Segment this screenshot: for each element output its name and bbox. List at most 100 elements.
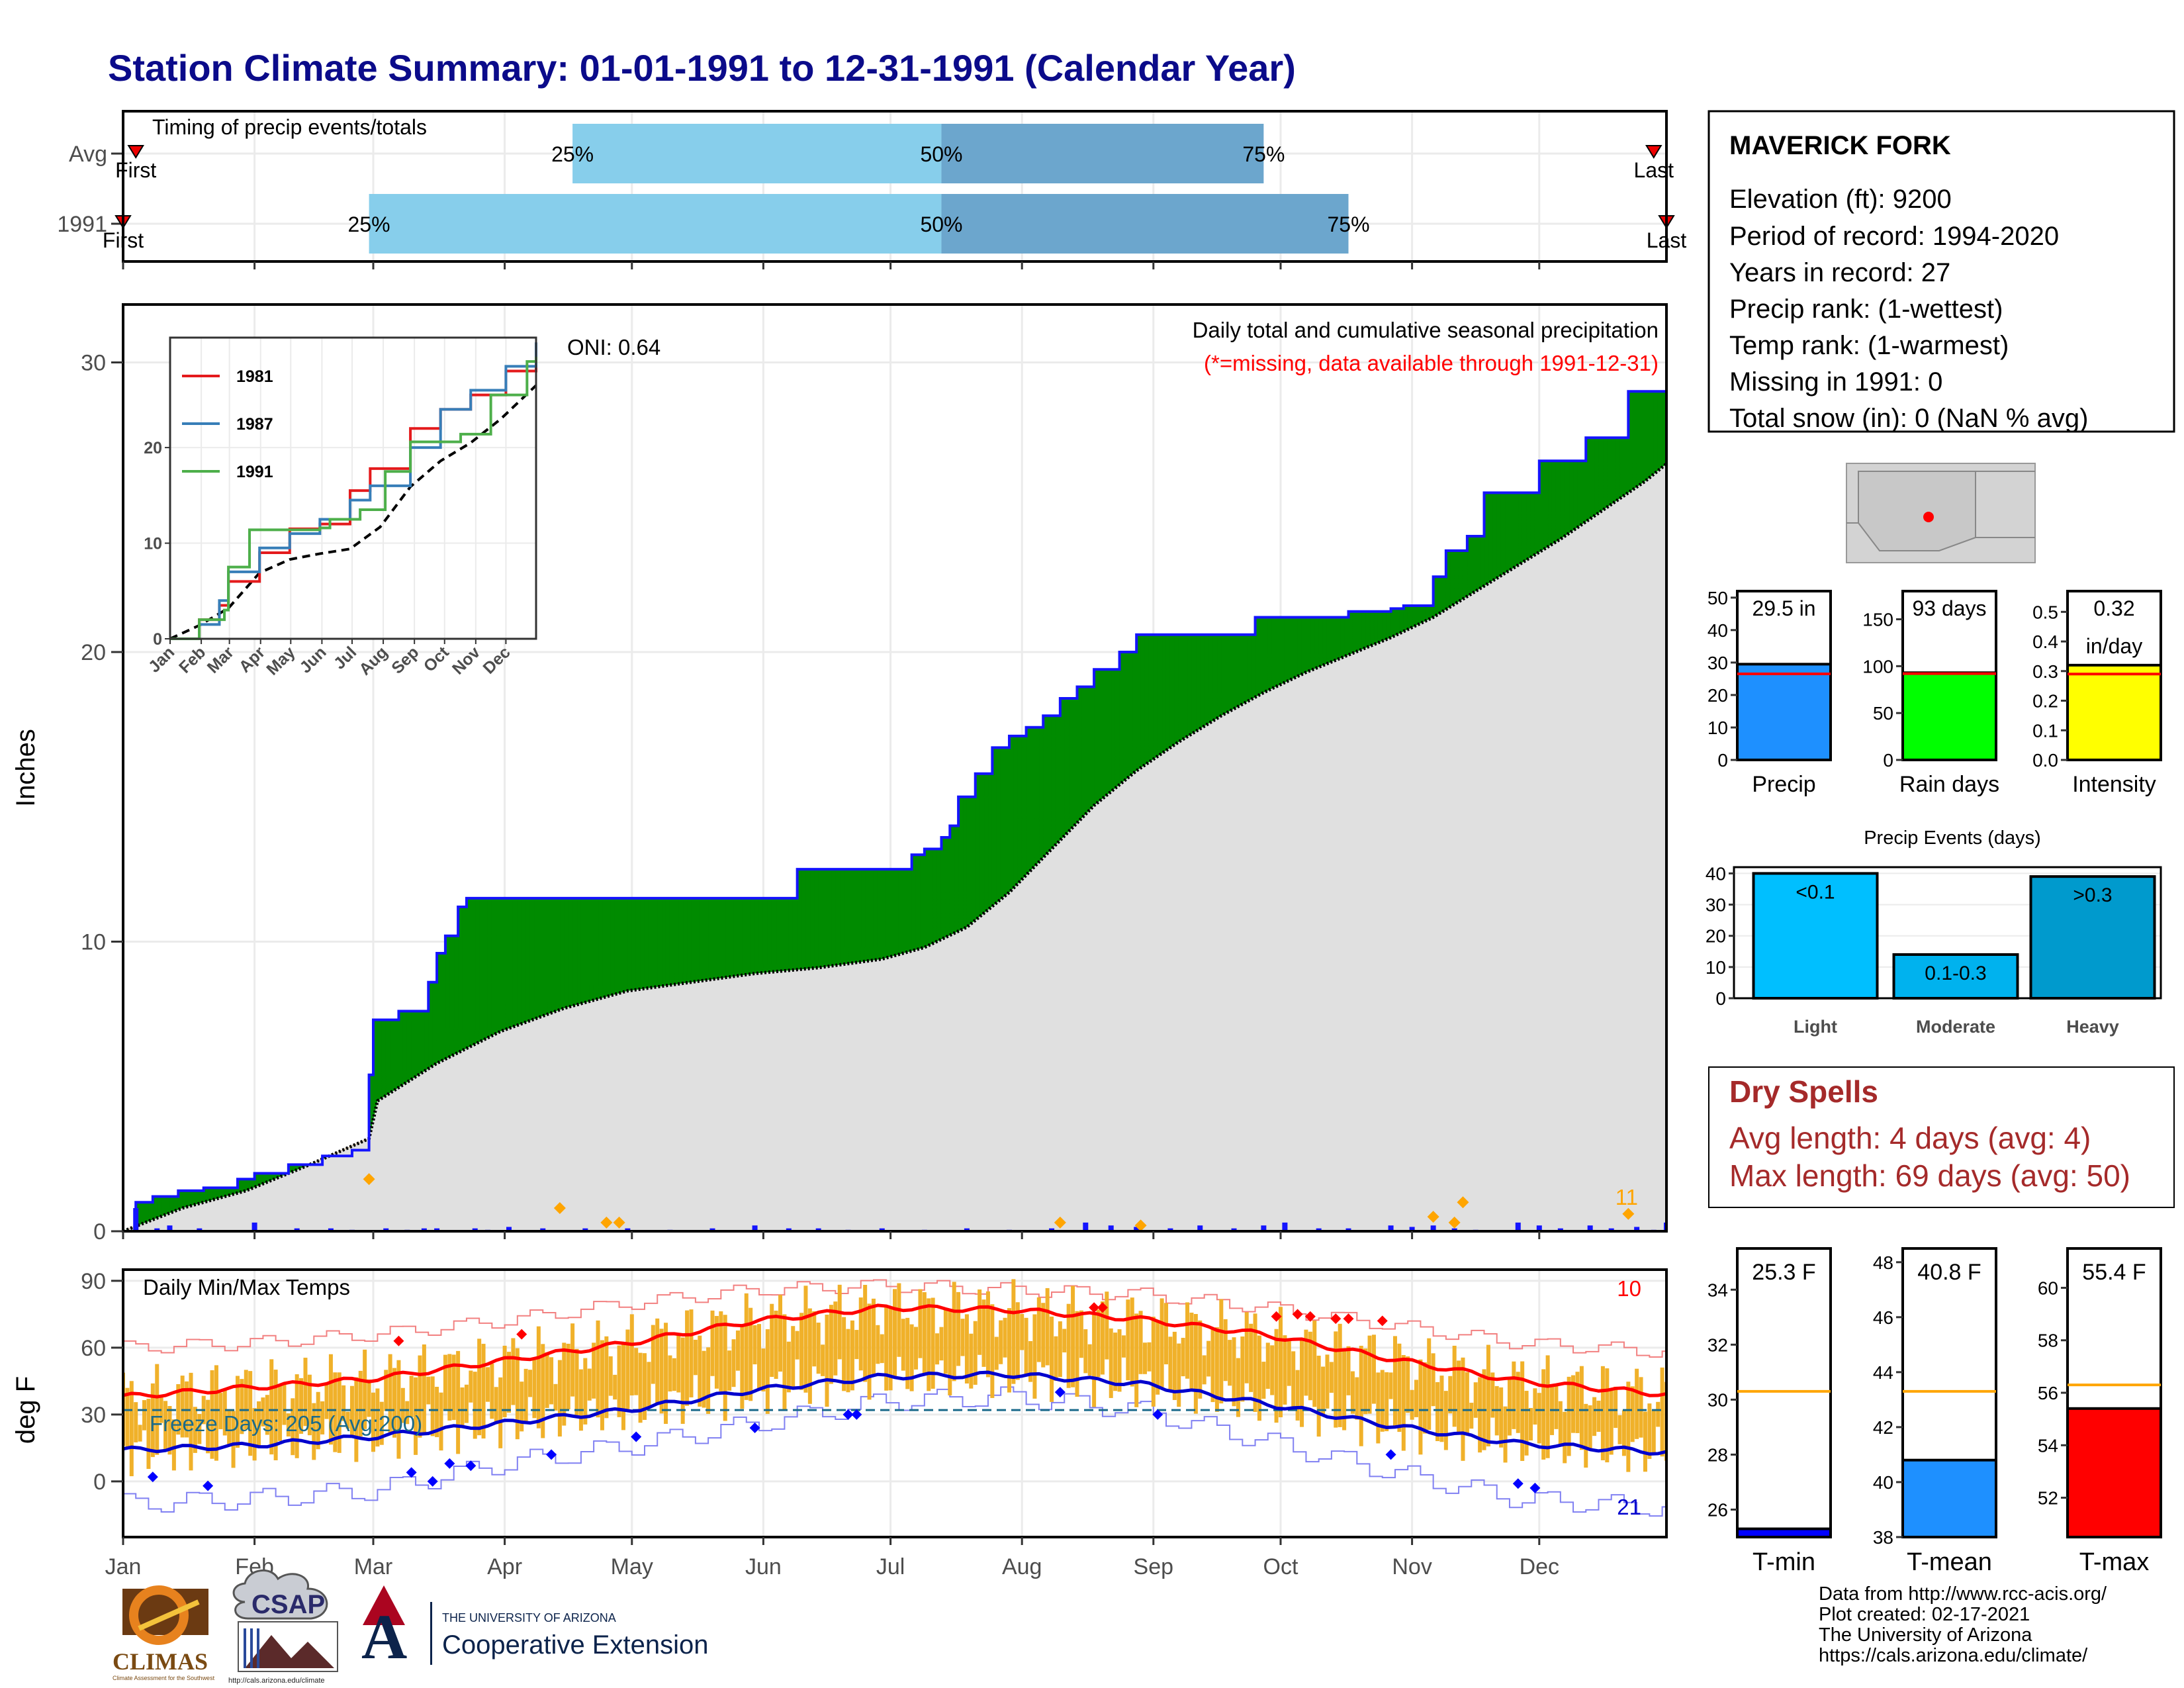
record-high-marker: [1271, 1311, 1282, 1322]
daily-temp-bar: [210, 1370, 214, 1459]
daily-temp-bar: [244, 1370, 248, 1430]
timing-row-label: Avg: [69, 142, 107, 167]
daily-temp-bar: [345, 1411, 350, 1429]
record-high-marker: [1097, 1302, 1108, 1313]
events-title: Precip Events (days): [1864, 827, 2041, 849]
ua-block-a: A: [361, 1601, 407, 1672]
daily-temp-bar: [1406, 1356, 1410, 1413]
daily-temp-bar: [1363, 1348, 1368, 1415]
daily-temp-bar: [1113, 1333, 1118, 1391]
daily-temp-bar: [515, 1348, 520, 1440]
temp-gauge-frame: [1736, 1247, 1832, 1538]
daily-temp-bar: [850, 1320, 854, 1391]
daily-temp-bar: [303, 1358, 308, 1427]
precip-event-marker: [600, 1216, 613, 1229]
daily-temp-bar: [414, 1377, 418, 1455]
daily-temp-bar: [922, 1292, 927, 1374]
daily-temp-bar: [384, 1370, 388, 1411]
daily-temp-bar: [1274, 1329, 1279, 1423]
record-low-marker: [1152, 1409, 1163, 1420]
daily-temp-bar: [756, 1324, 761, 1388]
quartile-label: 50%: [920, 142, 962, 166]
daily-temp-bar: [1346, 1346, 1351, 1395]
daily-temp-bar: [388, 1354, 392, 1433]
daily-temp-bar: [1443, 1391, 1448, 1450]
daily-temp-bar: [1020, 1314, 1024, 1350]
inset-frame: [169, 336, 537, 640]
daily-precip-bar: [1451, 1228, 1457, 1231]
daily-temp-bar: [735, 1330, 740, 1371]
daily-temp-bar: [1261, 1362, 1266, 1399]
daily-temp-bar: [193, 1407, 197, 1453]
event-bar-label: >0.3: [2073, 884, 2112, 906]
daily-temp-bar: [1614, 1386, 1618, 1429]
daily-temp-bar: [706, 1347, 711, 1414]
daily-temp-bar: [142, 1400, 147, 1430]
daily-temp-bar: [960, 1319, 965, 1356]
daily-temp-bar: [1431, 1353, 1435, 1407]
daily-temp-bar: [295, 1374, 299, 1458]
daily-precip-bar: [1108, 1225, 1114, 1231]
y-tick-label: 60: [81, 1336, 106, 1361]
daily-temp-bar: [1172, 1331, 1177, 1400]
daily-temp-bar: [447, 1354, 452, 1421]
daily-temp-bar: [1198, 1320, 1203, 1399]
daily-temp-bar: [1558, 1401, 1563, 1447]
gauge-name: Rain days: [1899, 772, 1999, 797]
timing-title: Timing of precip events/totals: [152, 115, 427, 139]
daily-temp-bar: [592, 1342, 596, 1399]
daily-temp-bar: [227, 1410, 232, 1447]
daily-temp-bar: [464, 1384, 469, 1423]
month-label: Apr: [487, 1554, 522, 1579]
precip-event-marker: [553, 1202, 566, 1214]
daily-temp-bar: [536, 1326, 541, 1429]
y-tick-label: 90: [81, 1269, 106, 1294]
daily-temp-bar: [354, 1377, 359, 1462]
daily-precip-bar: [540, 1228, 546, 1231]
daily-temp-bar: [1507, 1377, 1512, 1436]
freeze-days-label: Freeze Days: 205 (Avg:200): [150, 1411, 422, 1436]
daily-temp-bar: [943, 1309, 948, 1374]
daily-temp-bar: [617, 1345, 621, 1417]
daily-temp-bar: [409, 1376, 414, 1417]
daily-temp-bar: [1567, 1376, 1571, 1456]
temp-gauge-tick-label: 58: [2038, 1331, 2058, 1351]
daily-temp-bar: [1588, 1405, 1592, 1450]
daily-temp-bar: [948, 1311, 952, 1395]
daily-temp-bar: [541, 1344, 545, 1438]
daily-temp-bar: [744, 1293, 749, 1400]
month-label: Jun: [745, 1554, 782, 1579]
daily-temp-bar: [1312, 1320, 1317, 1407]
daily-temp-bar: [197, 1414, 202, 1444]
daily-temp-bar: [532, 1359, 537, 1419]
daily-temp-bar: [523, 1368, 528, 1425]
daily-temp-bar: [1105, 1291, 1109, 1360]
credits: Data from http://www.rcc-acis.org/ Plot …: [1819, 1583, 2107, 1666]
daily-temp-bar: [1092, 1312, 1097, 1407]
record-low-marker: [1512, 1478, 1524, 1489]
station-locator-map: [1846, 463, 2036, 563]
record-low-marker: [465, 1460, 477, 1472]
temp-gauge-tick-label: 54: [2038, 1435, 2058, 1456]
daily-temp-bar: [680, 1337, 685, 1424]
precip-events-chart: <0.1 Light 0.1-0.3 Moderate >0.3 Heavy 0 10 20 30…: [1706, 827, 2162, 1037]
daily-precip-bar: [879, 1228, 885, 1231]
gauge-value-unit: in/day: [2086, 634, 2142, 658]
daily-temp-bar: [978, 1289, 982, 1355]
daily-precip-bar: [786, 1228, 792, 1231]
daily-precip-bar: [1316, 1228, 1322, 1231]
daily-temp-bar: [613, 1374, 617, 1400]
precip-gauges: 0 10 20 30 40 50 29.5 in Precip 0 50 100 150 93 days…: [1707, 588, 2162, 797]
daily-temp-bar: [791, 1326, 796, 1389]
daily-temp-bar: [367, 1379, 371, 1417]
csap-wordmark: CSAP: [251, 1590, 325, 1619]
daily-temp-bar: [1371, 1335, 1376, 1404]
daily-temp-bar: [1117, 1329, 1122, 1392]
daily-temp-bar: [999, 1320, 1003, 1364]
daily-temp-bar: [795, 1331, 799, 1360]
temp-gauge-tick-label: 46: [1873, 1307, 1893, 1328]
daily-temp-bar: [261, 1397, 265, 1427]
daily-precip-bar: [625, 1228, 631, 1231]
daily-temp-bar: [893, 1289, 897, 1376]
daily-temp-bar: [1537, 1393, 1541, 1444]
